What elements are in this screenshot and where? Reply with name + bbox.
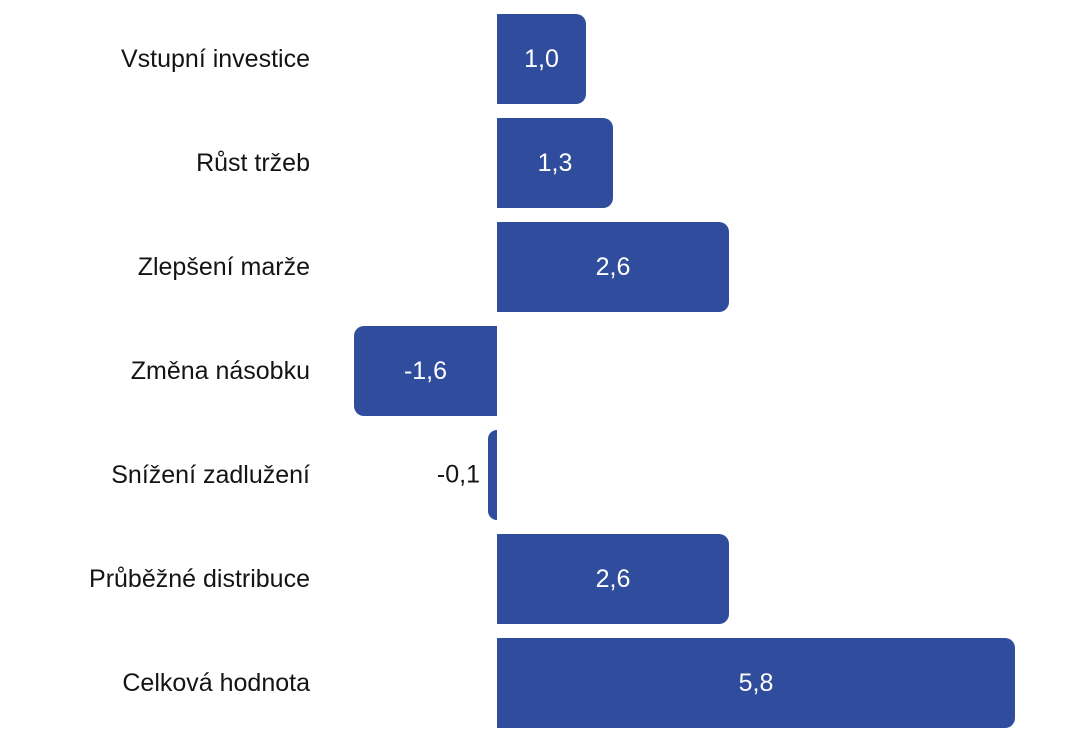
bar: -0,1 [437, 430, 497, 520]
chart-row: Průběžné distribuce 2,6 [0, 527, 1080, 631]
value-label: -0,1 [436, 460, 480, 489]
bar: 5,8 [497, 638, 1015, 728]
plot-area: 2,6 [310, 222, 1080, 312]
value-label: 2,6 [595, 564, 631, 593]
plot-area: -1,6 [310, 326, 1080, 416]
chart-row: Změna násobku -1,6 [0, 319, 1080, 423]
value-label: 2,6 [595, 252, 631, 281]
category-label: Růst tržeb [196, 149, 310, 177]
category-label: Změna násobku [130, 357, 310, 385]
value-label: -1,6 [403, 356, 448, 385]
chart-row: Celková hodnota 5,8 [0, 631, 1080, 735]
chart-row: Vstupní investice 1,0 [0, 7, 1080, 111]
chart-row: Zlepšení marže 2,6 [0, 215, 1080, 319]
value-label: 1,0 [524, 44, 559, 73]
plot-area: 5,8 [310, 638, 1080, 728]
category-label: Průběžné distribuce [89, 565, 310, 593]
plot-area: 2,6 [310, 534, 1080, 624]
bar: 1,3 [497, 118, 613, 208]
bar: -1,6 [354, 326, 497, 416]
plot-area: 1,0 [310, 14, 1080, 104]
plot-area: 1,3 [310, 118, 1080, 208]
category-label: Celková hodnota [122, 669, 310, 697]
bar: 2,6 [497, 534, 729, 624]
value-label: 1,3 [537, 148, 573, 177]
value-label: 5,8 [738, 668, 774, 697]
plot-area: -0,1 [310, 430, 1080, 520]
bar: 2,6 [497, 222, 729, 312]
category-label: Zlepšení marže [137, 253, 310, 281]
category-label: Snížení zadlužení [111, 461, 310, 489]
category-label: Vstupní investice [121, 45, 310, 73]
chart-row: Růst tržeb 1,3 [0, 111, 1080, 215]
bar: 1,0 [497, 14, 586, 104]
chart-row: Snížení zadlužení -0,1 [0, 423, 1080, 527]
